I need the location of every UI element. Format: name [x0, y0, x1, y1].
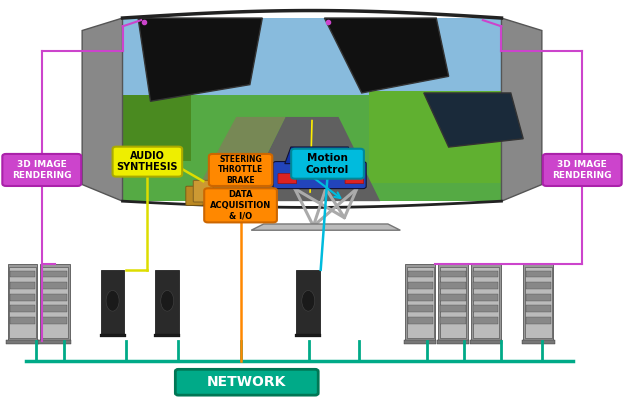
FancyBboxPatch shape [469, 340, 502, 344]
FancyBboxPatch shape [41, 266, 68, 338]
FancyBboxPatch shape [474, 271, 499, 277]
FancyBboxPatch shape [42, 317, 67, 323]
FancyBboxPatch shape [273, 162, 366, 189]
FancyBboxPatch shape [407, 282, 432, 289]
FancyBboxPatch shape [543, 154, 622, 186]
FancyBboxPatch shape [209, 154, 272, 186]
FancyBboxPatch shape [2, 154, 81, 186]
FancyBboxPatch shape [39, 340, 71, 344]
FancyBboxPatch shape [439, 266, 466, 338]
FancyBboxPatch shape [122, 18, 502, 95]
FancyBboxPatch shape [471, 264, 501, 341]
Text: AUDIO
SYNTHESIS: AUDIO SYNTHESIS [117, 151, 178, 173]
FancyBboxPatch shape [204, 188, 277, 222]
FancyBboxPatch shape [100, 334, 125, 337]
FancyBboxPatch shape [525, 305, 550, 312]
FancyBboxPatch shape [10, 271, 35, 277]
FancyBboxPatch shape [405, 264, 435, 341]
FancyBboxPatch shape [122, 95, 191, 161]
FancyBboxPatch shape [175, 369, 318, 395]
FancyBboxPatch shape [40, 264, 70, 341]
FancyBboxPatch shape [474, 282, 499, 289]
FancyBboxPatch shape [525, 317, 550, 323]
FancyBboxPatch shape [474, 305, 499, 312]
FancyBboxPatch shape [154, 334, 180, 337]
FancyBboxPatch shape [296, 270, 320, 334]
FancyBboxPatch shape [155, 270, 179, 334]
FancyBboxPatch shape [291, 149, 364, 178]
FancyBboxPatch shape [112, 147, 182, 177]
FancyBboxPatch shape [122, 18, 502, 201]
FancyBboxPatch shape [441, 282, 466, 289]
Polygon shape [285, 147, 354, 164]
FancyBboxPatch shape [525, 294, 550, 300]
FancyBboxPatch shape [525, 282, 550, 289]
FancyBboxPatch shape [42, 294, 67, 300]
FancyBboxPatch shape [441, 305, 466, 312]
FancyBboxPatch shape [10, 317, 35, 323]
Polygon shape [191, 117, 285, 201]
FancyBboxPatch shape [441, 271, 466, 277]
Polygon shape [502, 18, 542, 201]
Text: STEERING
THROTTLE
BRAKE: STEERING THROTTLE BRAKE [218, 155, 263, 185]
FancyBboxPatch shape [407, 305, 432, 312]
Text: 3D IMAGE
RENDERING: 3D IMAGE RENDERING [12, 160, 72, 180]
FancyBboxPatch shape [6, 340, 39, 344]
FancyBboxPatch shape [407, 317, 432, 323]
FancyBboxPatch shape [101, 270, 124, 334]
Text: DATA
ACQUISITION
& I/O: DATA ACQUISITION & I/O [210, 191, 271, 220]
FancyBboxPatch shape [407, 266, 434, 338]
FancyBboxPatch shape [278, 173, 296, 184]
Text: Motion
Control: Motion Control [306, 153, 349, 175]
FancyBboxPatch shape [525, 266, 552, 338]
FancyBboxPatch shape [369, 91, 502, 183]
FancyBboxPatch shape [10, 294, 35, 300]
FancyBboxPatch shape [474, 317, 499, 323]
FancyBboxPatch shape [186, 186, 203, 205]
FancyBboxPatch shape [9, 266, 36, 338]
FancyBboxPatch shape [407, 294, 432, 300]
Ellipse shape [106, 290, 119, 311]
FancyBboxPatch shape [193, 180, 213, 202]
FancyBboxPatch shape [42, 271, 67, 277]
FancyBboxPatch shape [294, 149, 345, 164]
Polygon shape [424, 93, 523, 147]
FancyBboxPatch shape [404, 340, 437, 344]
Text: NETWORK: NETWORK [207, 375, 286, 389]
Polygon shape [82, 18, 122, 201]
Ellipse shape [161, 290, 173, 311]
FancyBboxPatch shape [441, 294, 466, 300]
FancyBboxPatch shape [522, 340, 555, 344]
FancyBboxPatch shape [474, 294, 499, 300]
Text: 3D IMAGE
RENDERING: 3D IMAGE RENDERING [552, 160, 612, 180]
Ellipse shape [302, 290, 314, 311]
Polygon shape [244, 117, 380, 201]
FancyBboxPatch shape [407, 271, 432, 277]
FancyBboxPatch shape [525, 271, 550, 277]
FancyBboxPatch shape [441, 317, 466, 323]
FancyBboxPatch shape [42, 305, 67, 312]
FancyBboxPatch shape [523, 264, 553, 341]
FancyBboxPatch shape [345, 173, 364, 184]
FancyBboxPatch shape [7, 264, 37, 341]
Polygon shape [251, 224, 401, 230]
Polygon shape [138, 18, 262, 101]
FancyBboxPatch shape [472, 266, 499, 338]
FancyBboxPatch shape [10, 282, 35, 289]
FancyBboxPatch shape [438, 264, 468, 341]
FancyBboxPatch shape [295, 334, 321, 337]
FancyBboxPatch shape [437, 340, 469, 344]
FancyBboxPatch shape [42, 282, 67, 289]
FancyBboxPatch shape [10, 305, 35, 312]
Polygon shape [324, 18, 449, 93]
